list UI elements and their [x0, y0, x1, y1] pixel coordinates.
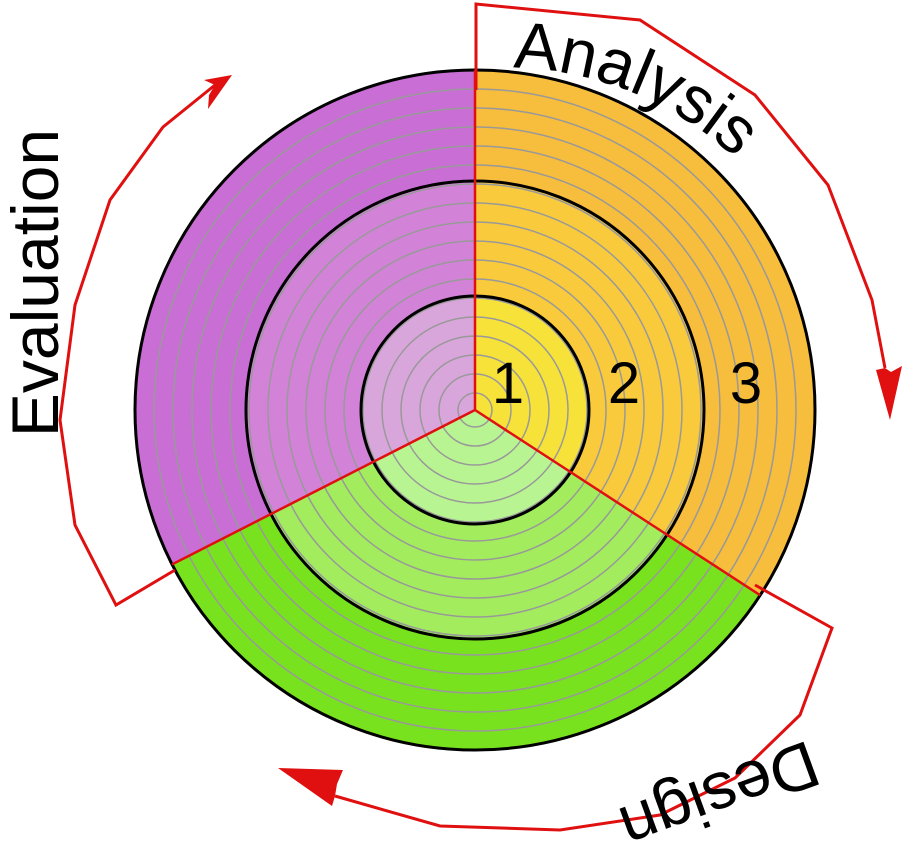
- evaluation-arrowhead: [204, 75, 232, 109]
- sector-design-ring-1: [373, 410, 571, 525]
- phase-label-design: Design: [611, 727, 829, 851]
- ring-number-1: 1: [492, 351, 524, 416]
- ring-number-2: 2: [608, 351, 640, 416]
- design-bracket: [334, 583, 834, 832]
- phase-label-evaluation: Evaluation: [0, 129, 72, 437]
- sector-dividers: [171, 70, 761, 597]
- evaluation-bracket: [58, 83, 216, 608]
- analysis-bracket: [474, 2, 887, 369]
- design-arrowhead: [278, 768, 343, 806]
- analysis-arrowhead: [876, 366, 902, 420]
- ring-number-3: 3: [730, 351, 762, 416]
- sector-divider-3: [171, 408, 476, 566]
- sector-divider-2: [474, 408, 761, 597]
